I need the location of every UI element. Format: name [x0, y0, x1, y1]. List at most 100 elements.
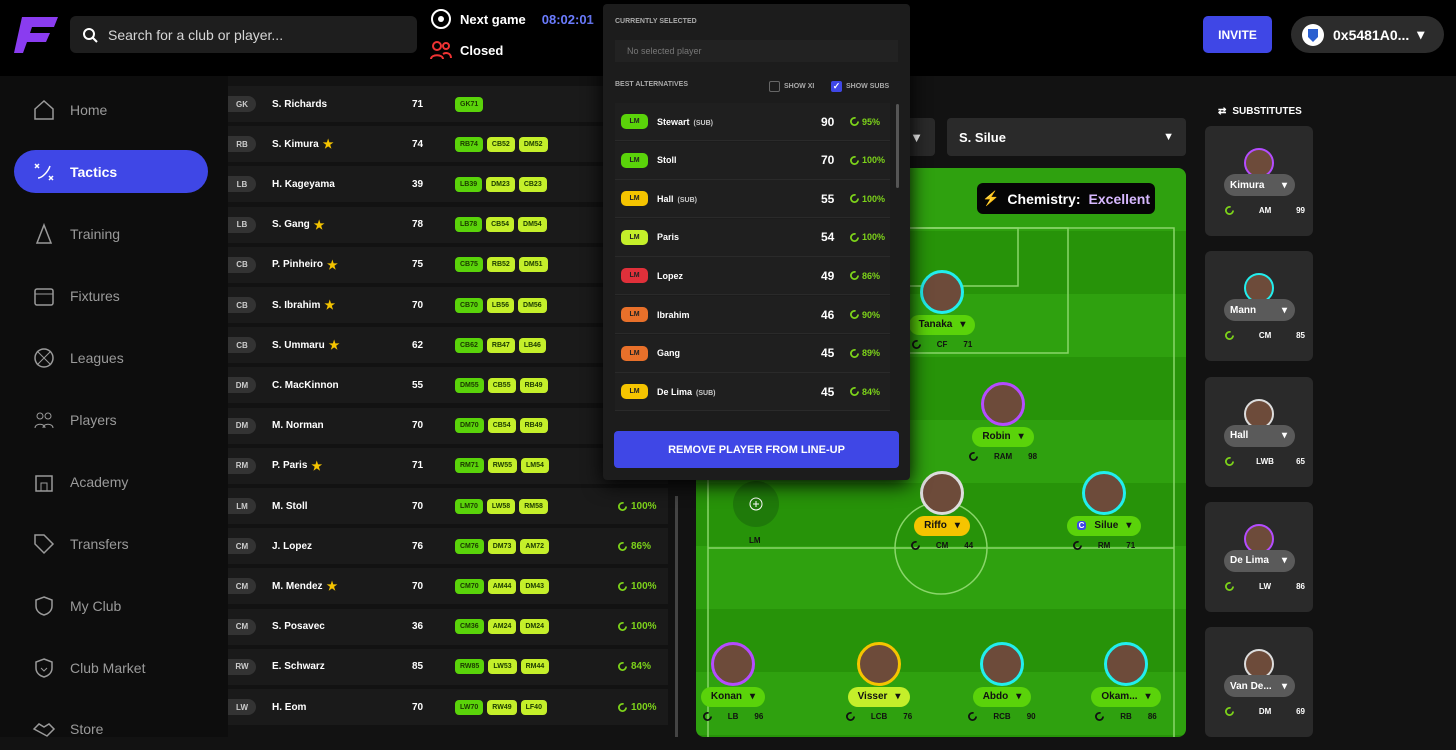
alternative-name: Lopez	[657, 271, 683, 281]
position-badge: CB	[228, 297, 256, 313]
position-chip: DM51	[518, 257, 548, 273]
player-tag[interactable]: Visser ▾	[847, 686, 911, 707]
show-subs-checkbox[interactable]: ✓ SHOW SUBS	[831, 81, 889, 92]
nav-item-leagues[interactable]: Leagues	[14, 336, 208, 379]
nav-item-label: Tactics	[70, 163, 118, 180]
app-logo[interactable]	[14, 17, 58, 53]
nav-item-club-market[interactable]: Club Market	[14, 646, 208, 689]
player-name: H. Eom	[272, 702, 306, 713]
player-tag[interactable]: Tanaka ▾	[908, 314, 976, 335]
alternative-row[interactable]: LM De Lima (SUB) 45 84%	[615, 373, 890, 412]
table-row[interactable]: CM S. Posavec 36 CM36 AM24 DM24 100%	[228, 608, 668, 645]
dropdown-scrollbar[interactable]	[896, 104, 899, 188]
substitute-position: AM	[1258, 206, 1272, 215]
nav-item-home[interactable]: Home	[14, 88, 208, 131]
alternative-row[interactable]: LM Stoll 70 100%	[615, 141, 890, 180]
show-xi-checkbox[interactable]: SHOW XI	[769, 81, 814, 92]
player-tag[interactable]: Robin ▾	[972, 426, 1034, 447]
substitute-card[interactable]: De Lima ▾ LW 86	[1205, 501, 1313, 612]
substitute-card[interactable]: Hall ▾ LWB 65	[1205, 376, 1313, 487]
substitute-card[interactable]: Kimura ▾ AM 99	[1205, 126, 1313, 236]
pitch-player[interactable]: C Silue ▾ RM 71	[1064, 471, 1144, 550]
chemistry-text: 84%	[862, 386, 881, 397]
pitch-player[interactable]: Konan ▾ LB 96	[696, 642, 773, 721]
substitute-tag[interactable]: Mann ▾	[1224, 299, 1295, 322]
player-select[interactable]: S. Silue ▼	[947, 118, 1186, 156]
nav-item-players[interactable]: Players	[14, 398, 208, 441]
pitch-player[interactable]: Visser ▾ LCB 76	[839, 642, 919, 721]
player-rating: 70	[412, 500, 424, 512]
table-row[interactable]: CB S. Ummaru ★ 62 CB62 RB47 LB46	[228, 327, 668, 364]
remove-player-button[interactable]: REMOVE PLAYER FROM LINE-UP	[614, 431, 899, 468]
substitute-position: DM	[1258, 707, 1272, 717]
position-chip: LW58	[486, 498, 516, 514]
alternative-row[interactable]: LM Paris 54 100%	[615, 218, 890, 257]
nav-item-my-club[interactable]: My Club	[14, 584, 208, 627]
wallet-button[interactable]: 0x5481A0... ▾	[1291, 16, 1444, 53]
player-tag[interactable]: C Silue ▾	[1066, 515, 1142, 536]
pitch-player[interactable]: Tanaka ▾ CF 71	[902, 270, 982, 349]
substitute-card[interactable]: Van De... ▾ DM 69	[1205, 627, 1313, 738]
alternative-row[interactable]: LM Ibrahim 46 90%	[615, 296, 890, 334]
substitute-card[interactable]: Mann ▾ CM 85	[1205, 251, 1313, 362]
add-player-button[interactable]	[733, 481, 779, 527]
table-row[interactable]: CM J. Lopez 76 CM76 DM73 AM72 86%	[228, 528, 668, 565]
player-name: E. Schwarz	[272, 661, 325, 672]
invite-button[interactable]: INVITE	[1203, 16, 1272, 53]
table-row[interactable]: LB H. Kageyama 39 LB39 DM23 CB23	[228, 166, 668, 203]
search-box[interactable]: Search for a club or player...	[70, 16, 417, 53]
table-row[interactable]: RM P. Paris ★ 71 RM71 RW55 LM54	[228, 447, 668, 484]
table-scrollbar[interactable]	[675, 496, 678, 737]
position-chip: DM56	[518, 297, 547, 313]
star-icon: ★	[313, 217, 325, 232]
alternative-row[interactable]: LM Gang 45 89%	[615, 334, 890, 373]
table-row[interactable]: LM M. Stoll 70 LM70 LW58 RM58 100%	[228, 488, 668, 524]
player-tag[interactable]: Riffo ▾	[914, 515, 970, 536]
player-info: CF 71	[902, 339, 982, 349]
position-badge: LM	[621, 152, 648, 168]
nav-item-transfers[interactable]: Transfers	[14, 522, 208, 565]
nav-item-fixtures[interactable]: Fixtures	[14, 274, 208, 317]
substitute-tag[interactable]: Kimura ▾	[1224, 174, 1295, 196]
nav-item-tactics[interactable]: Tactics	[14, 150, 208, 193]
pitch-player[interactable]: Abdo ▾ RCB 90	[962, 642, 1042, 721]
table-row[interactable]: CM M. Mendez ★ 70 CM70 AM44 DM43 100%	[228, 568, 668, 605]
player-tag[interactable]: Okam... ▾	[1091, 686, 1161, 707]
chemistry-text: 84%	[631, 661, 652, 673]
position-chip: CB75	[455, 257, 483, 273]
substitute-tag[interactable]: Van De... ▾	[1224, 675, 1295, 698]
home-icon	[34, 99, 54, 120]
alternative-row[interactable]: LM Lopez 49 86%	[615, 257, 890, 296]
table-row[interactable]: RW E. Schwarz 85 RW85 LW53 RM44 84%	[228, 648, 668, 685]
chevron-down-icon: ▾	[1281, 555, 1287, 567]
position-badge: CM	[228, 618, 256, 635]
table-row[interactable]: RB S. Kimura ★ 74 RB74 CB52 DM52	[228, 126, 668, 163]
nav-item-training[interactable]: Training	[14, 212, 208, 255]
table-row[interactable]: DM C. MacKinnon 55 DM55 CB55 RB49	[228, 367, 668, 404]
substitute-tag[interactable]: Hall ▾	[1224, 424, 1295, 447]
pitch-player[interactable]: Okam... ▾ RB 86	[1086, 642, 1166, 721]
pitch-player[interactable]: Robin ▾ RAM 98	[963, 382, 1043, 461]
nav-item-store[interactable]: Store	[14, 707, 208, 750]
table-row[interactable]: LB S. Gang ★ 78 LB78 CB54 DM54	[228, 206, 668, 243]
nav-item-academy[interactable]: Academy	[14, 460, 208, 503]
player-tag[interactable]: Konan ▾	[700, 686, 766, 707]
substitute-tag[interactable]: De Lima ▾	[1224, 549, 1295, 572]
alternative-row[interactable]: LM Stewart (SUB) 90 95%	[615, 103, 890, 141]
chevron-down-icon: ▾	[1016, 691, 1022, 702]
substitute-info: AM 99	[1225, 206, 1305, 215]
alternative-row[interactable]: LM Hall (SUB) 55 100%	[615, 180, 890, 219]
pitch-player[interactable]: Riffo ▾ CM 44	[902, 471, 982, 550]
position-chips: RW85 LW53 RM44	[455, 659, 550, 675]
table-row[interactable]: GK S. Richards 71 GK71	[228, 86, 668, 122]
player-tag[interactable]: Abdo ▾	[972, 686, 1032, 707]
substitute-rating: 86	[1296, 581, 1305, 591]
chemistry-ring-icon	[845, 711, 855, 721]
table-row[interactable]: CB P. Pinheiro ★ 75 CB75 RB52 DM51	[228, 246, 668, 283]
table-row[interactable]: DM M. Norman 70 DM70 CB54 RB49	[228, 407, 668, 444]
table-row[interactable]: LW H. Eom 70 LW70 RW49 LF40 100%	[228, 689, 668, 725]
player-tag-name: Robin	[982, 431, 1011, 442]
position-chip: DM73	[487, 538, 517, 554]
alternative-name-text: Lopez	[657, 270, 683, 281]
table-row[interactable]: CB S. Ibrahim ★ 70 CB70 LB56 DM56	[228, 287, 668, 323]
